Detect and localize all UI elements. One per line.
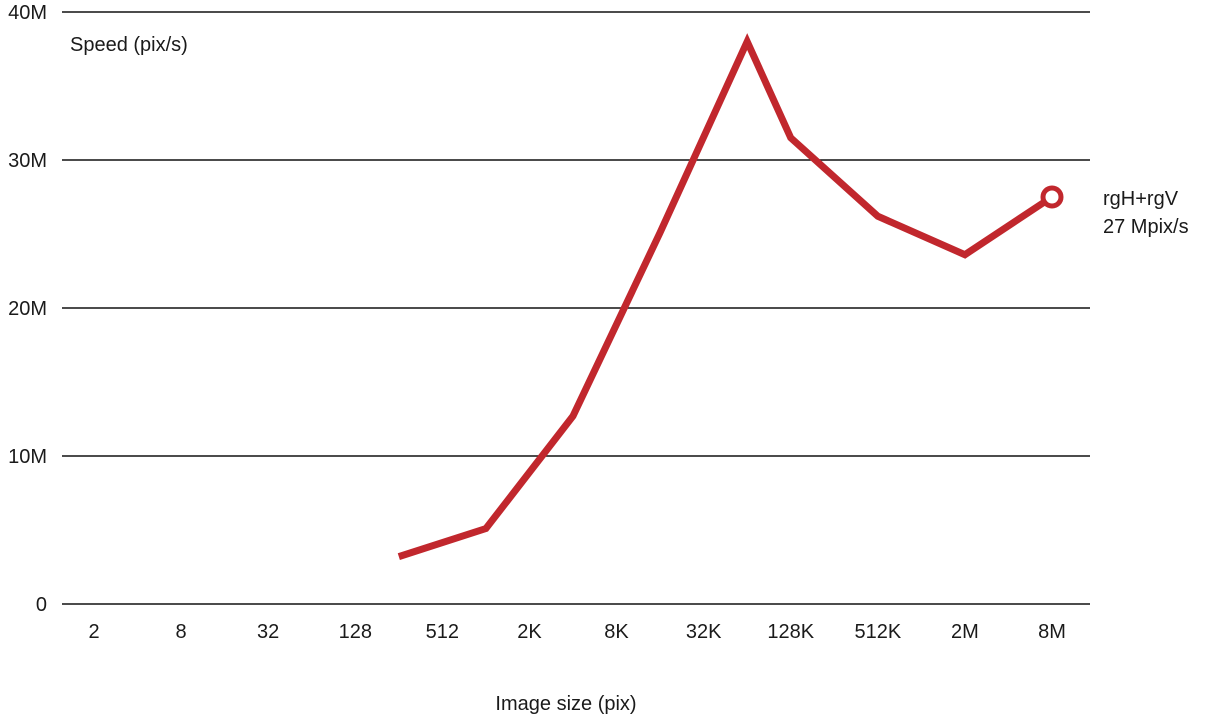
x-tick-label: 8M	[1038, 621, 1066, 643]
x-tick-label: 8	[176, 621, 187, 643]
x-tick-label: 2K	[517, 621, 542, 643]
x-tick-label: 512K	[854, 621, 901, 643]
annotation-value: 27 Mpix/s	[1103, 216, 1189, 238]
y-tick-labels: 0 10M 20M 30M 40M	[8, 2, 47, 616]
x-tick-label: 2	[88, 621, 99, 643]
y-tick-label: 10M	[8, 446, 47, 468]
y-axis-label: Speed (pix/s)	[70, 34, 188, 56]
y-tick-label: 30M	[8, 150, 47, 172]
y-tick-label: 40M	[8, 2, 47, 24]
x-axis-label: Image size (pix)	[495, 693, 636, 715]
gridlines	[62, 11, 1090, 605]
x-tick-label: 512	[426, 621, 459, 643]
end-marker	[1040, 185, 1064, 209]
series-line	[397, 33, 1054, 560]
annotation-series-name: rgH+rgV	[1103, 188, 1179, 210]
x-tick-label: 32	[257, 621, 279, 643]
x-tick-label: 8K	[604, 621, 629, 643]
series-layer	[397, 33, 1064, 560]
x-tick-label: 32K	[686, 621, 722, 643]
y-tick-label: 20M	[8, 298, 47, 320]
y-tick-label: 0	[36, 594, 47, 616]
x-tick-label: 128K	[767, 621, 814, 643]
x-tick-labels: 2 8 32 128 512 2K 8K 32K 128K 512K 2M 8M	[88, 621, 1065, 643]
x-tick-label: 2M	[951, 621, 979, 643]
x-tick-label: 128	[339, 621, 372, 643]
